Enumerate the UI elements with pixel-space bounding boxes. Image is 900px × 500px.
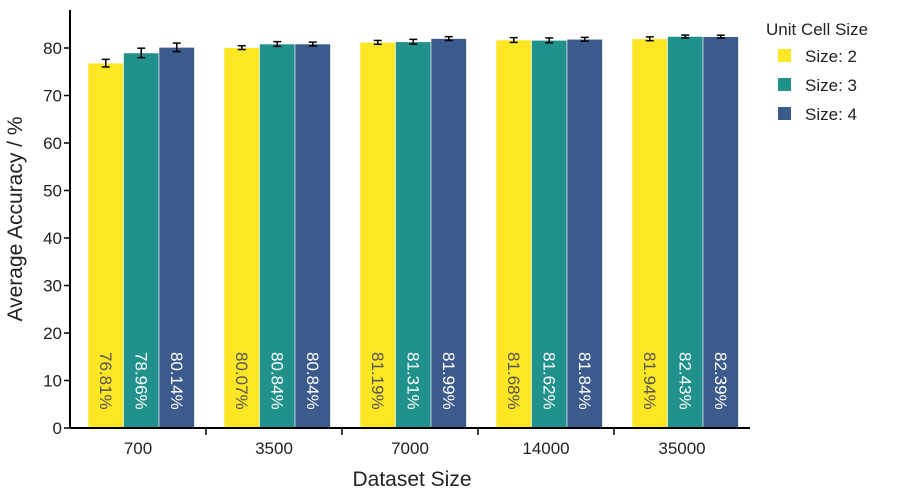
- bar: [631, 38, 668, 429]
- legend-swatch: [778, 49, 791, 62]
- data-label: 82.39%: [711, 352, 730, 410]
- plot-area: 76.81% 78.96% 80.14% 80.07% 80.84% 80.84% 81.1…: [87, 34, 739, 429]
- axes: 0 10 20 30 40 50 60 70 80 700 3500 7000 14000 35000: [43, 10, 750, 458]
- bar: [702, 36, 739, 429]
- data-label: 82.43%: [675, 352, 694, 410]
- legend-items: Size: 2 Size: 3 Size: 4: [778, 47, 857, 124]
- bar: [87, 62, 124, 429]
- y-tick-label: 40: [43, 229, 62, 248]
- bar: [259, 43, 296, 429]
- x-tick-label: 3500: [255, 439, 293, 458]
- legend-swatch: [778, 78, 791, 91]
- data-label: 80.84%: [303, 352, 322, 410]
- y-tick-label: 80: [43, 39, 62, 58]
- data-label: 81.62%: [539, 352, 558, 410]
- bar: [430, 38, 467, 429]
- legend-label: Size: 3: [805, 76, 857, 95]
- legend-swatch: [778, 107, 791, 120]
- y-tick-label: 10: [43, 372, 62, 391]
- data-label: 81.99%: [439, 352, 458, 410]
- data-label: 80.14%: [167, 352, 186, 410]
- bar: [359, 42, 396, 429]
- data-label: 81.94%: [640, 352, 659, 410]
- data-label: 81.19%: [368, 352, 387, 410]
- data-label: 76.81%: [96, 352, 115, 410]
- bar: [158, 47, 195, 429]
- data-label: 80.07%: [232, 352, 251, 410]
- y-tick-label: 0: [53, 419, 62, 438]
- x-tick-label: 7000: [391, 439, 429, 458]
- data-label: 78.96%: [131, 352, 150, 410]
- y-tick-label: 30: [43, 277, 62, 296]
- y-tick-label: 50: [43, 182, 62, 201]
- legend-label: Size: 2: [805, 47, 857, 66]
- y-tick-label: 20: [43, 324, 62, 343]
- bar: [395, 41, 432, 429]
- data-label: 80.84%: [267, 352, 286, 410]
- bar: [294, 43, 331, 429]
- data-label: 81.84%: [575, 352, 594, 410]
- x-tick-label: 14000: [522, 439, 569, 458]
- data-label: 81.68%: [504, 352, 523, 410]
- bar: [566, 38, 603, 429]
- x-axis-label: Dataset Size: [352, 468, 471, 491]
- data-label: 81.31%: [403, 352, 422, 410]
- legend-label: Size: 4: [805, 105, 857, 124]
- bar: [667, 36, 704, 429]
- y-axis-label: Average Accuracy / %: [4, 116, 27, 321]
- legend-title: Unit Cell Size: [766, 20, 868, 39]
- x-tick-label: 35000: [658, 439, 705, 458]
- x-tick-label: 700: [124, 439, 152, 458]
- y-tick-label: 70: [43, 87, 62, 106]
- legend: Unit Cell Size Size: 2 Size: 3 Size: 4: [766, 20, 868, 124]
- y-tick-label: 60: [43, 134, 62, 153]
